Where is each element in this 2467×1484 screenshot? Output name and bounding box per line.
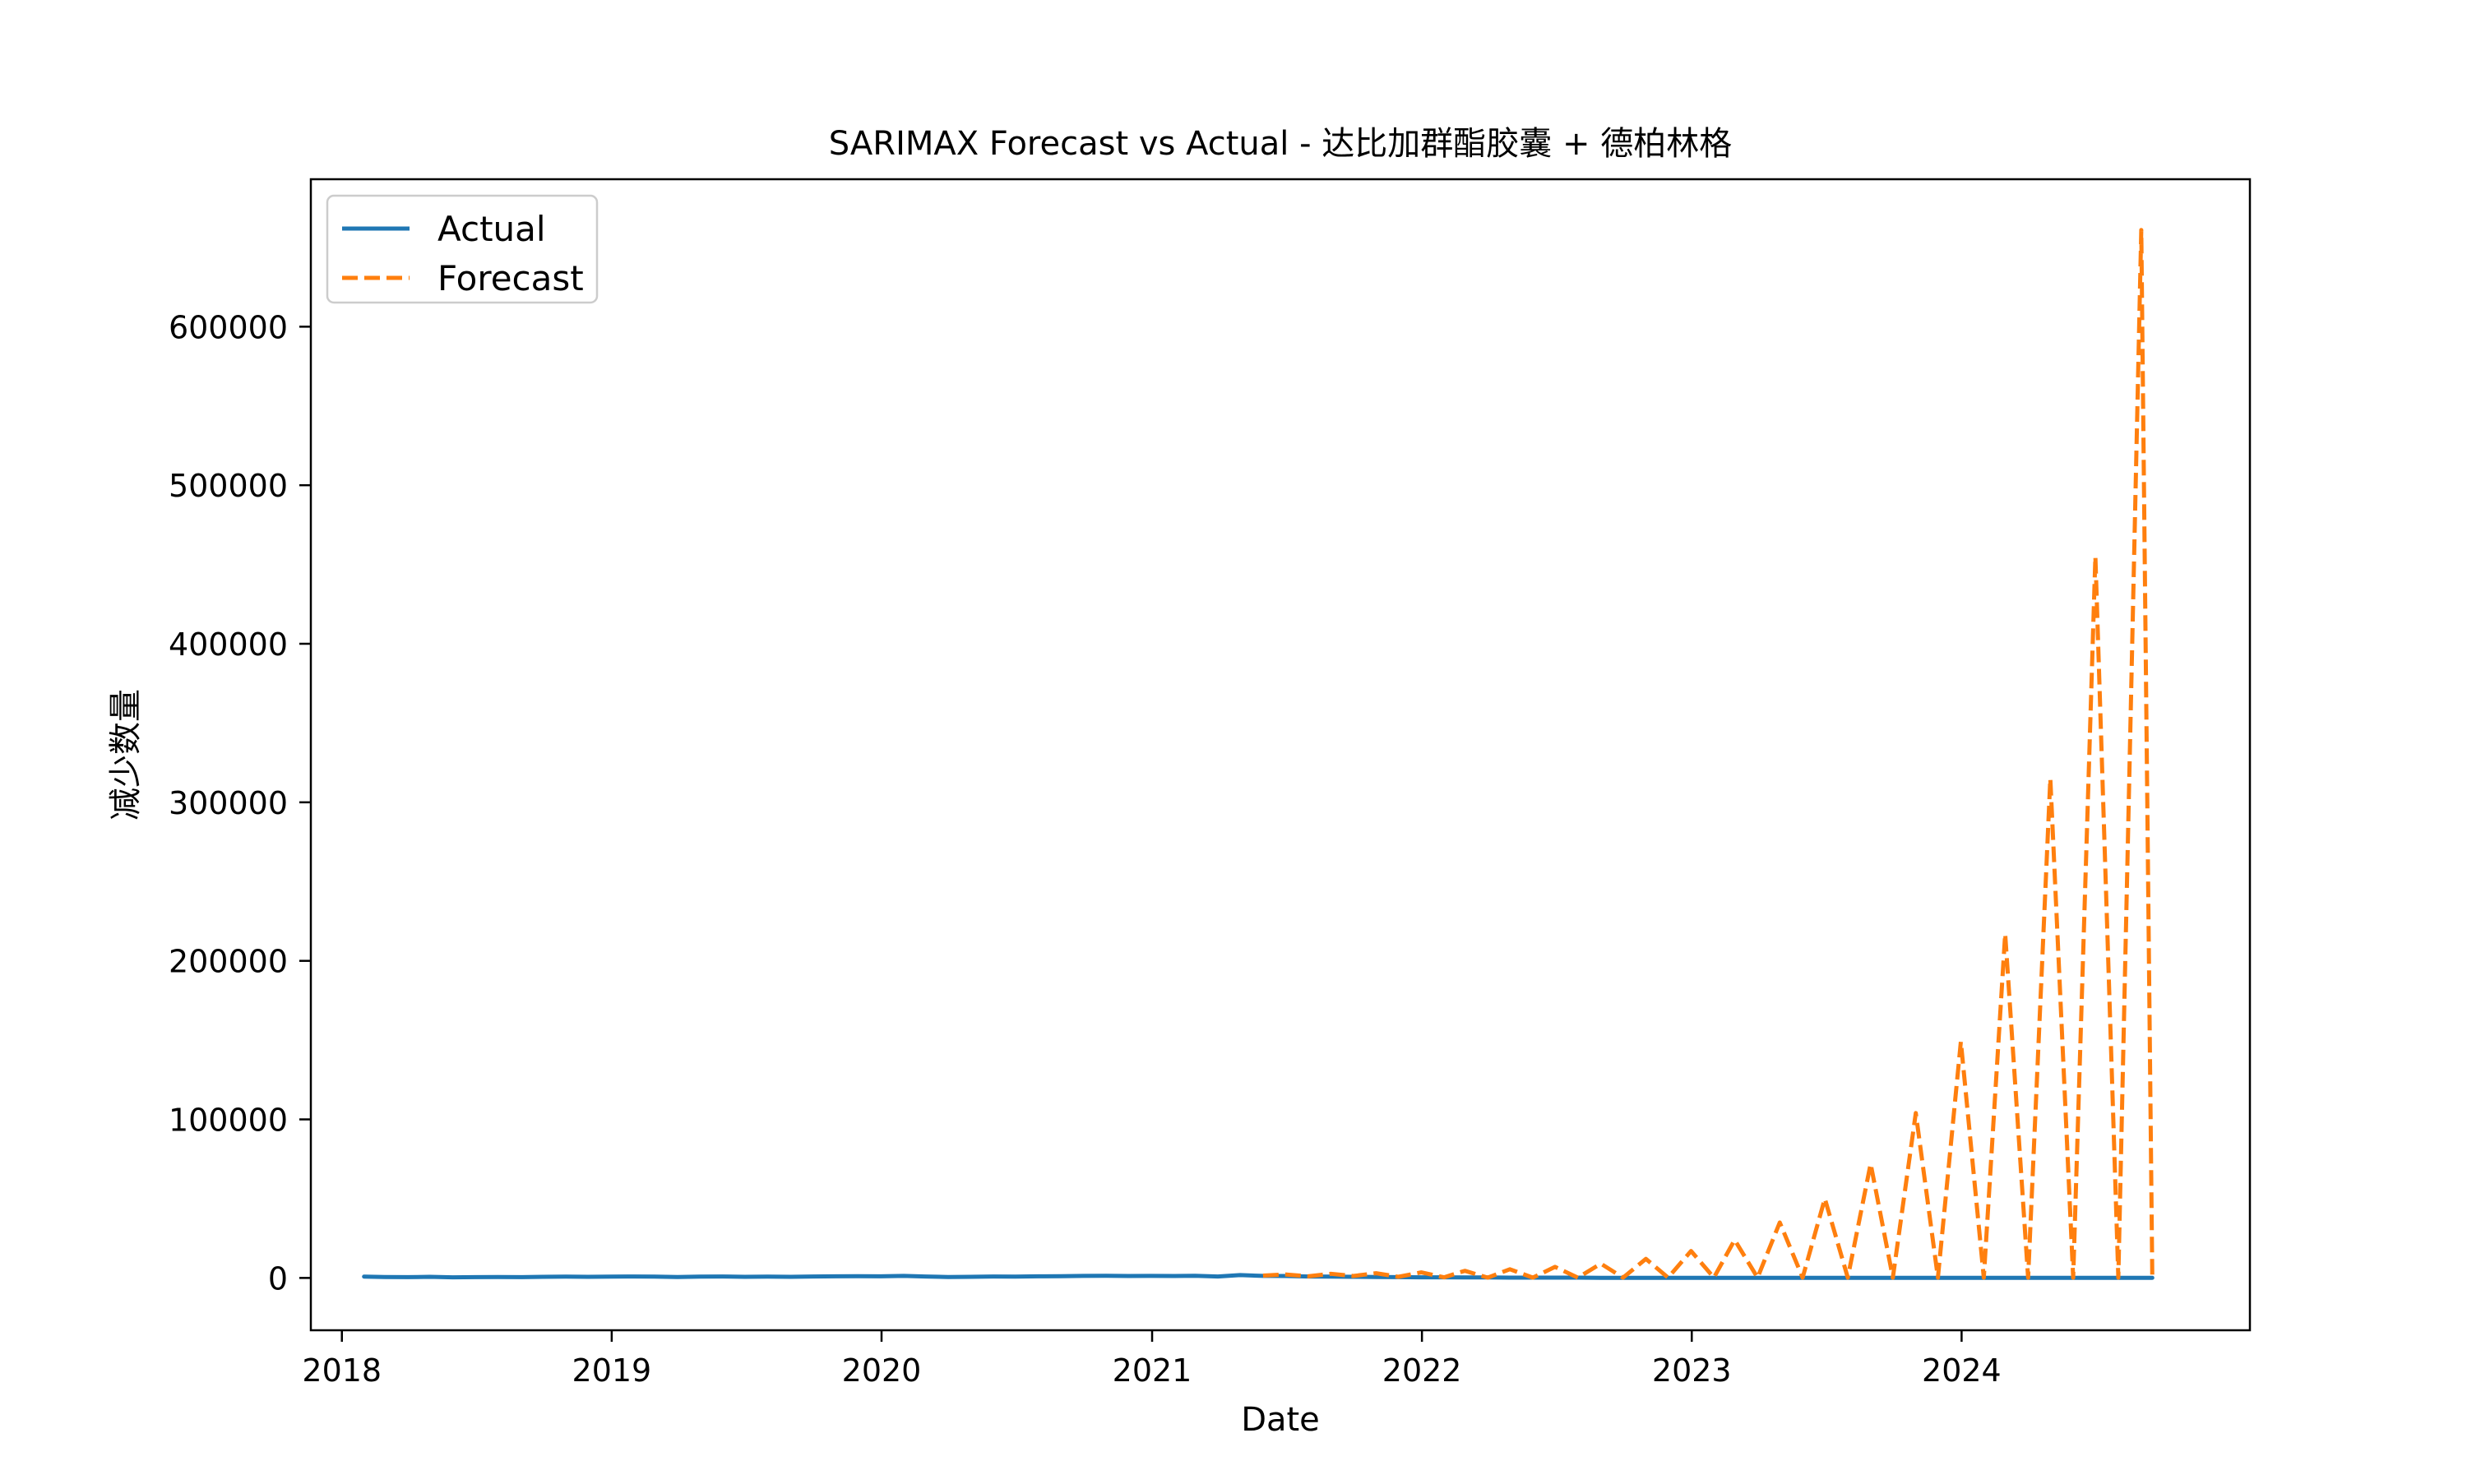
chart-title: SARIMAX Forecast vs Actual - 达比加群酯胶囊 + 德… xyxy=(829,125,1732,163)
axes: 2018 2019 2020 2021 2022 2023 2024 0 100000 20000… xyxy=(169,309,2002,1389)
y-tick-label: 100000 xyxy=(169,1103,288,1139)
plot-frame xyxy=(309,178,2252,1332)
x-axis-label: Date xyxy=(1241,1401,1320,1439)
legend: Actual Forecast xyxy=(326,194,599,304)
x-tick-label: 2020 xyxy=(842,1352,922,1389)
x-tick-label: 2023 xyxy=(1652,1352,1732,1389)
series-line-forecast xyxy=(1262,228,2155,1280)
y-tick-label: 600000 xyxy=(169,309,288,345)
y-tick-label: 0 xyxy=(268,1260,288,1297)
x-tick-label: 2021 xyxy=(1113,1352,1192,1389)
y-tick-label: 200000 xyxy=(169,944,288,980)
x-tick-label: 2022 xyxy=(1382,1352,1462,1389)
y-tick-label: 500000 xyxy=(169,468,288,504)
x-tick-label: 2024 xyxy=(1922,1352,2002,1389)
legend-label-actual: Actual xyxy=(437,209,546,249)
series-line-actual xyxy=(362,1273,2155,1280)
x-tick-label: 2018 xyxy=(302,1352,382,1389)
y-axis-label: 减少数量 xyxy=(107,689,145,821)
y-tick-label: 400000 xyxy=(169,626,288,663)
y-tick-label: 300000 xyxy=(169,785,288,821)
x-tick-label: 2019 xyxy=(572,1352,652,1389)
legend-label-forecast: Forecast xyxy=(437,258,584,298)
